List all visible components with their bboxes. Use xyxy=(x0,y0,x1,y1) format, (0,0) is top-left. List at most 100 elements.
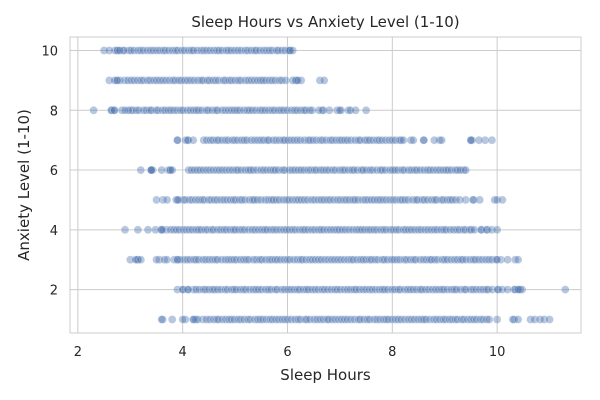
data-point xyxy=(385,195,395,205)
data-point xyxy=(162,255,172,264)
data-point xyxy=(365,315,374,324)
data-point xyxy=(363,195,373,205)
data-point xyxy=(442,195,452,205)
data-point xyxy=(469,285,478,294)
data-point xyxy=(419,165,429,175)
data-point xyxy=(257,225,267,235)
data-point xyxy=(146,165,156,175)
data-point xyxy=(359,165,368,175)
data-point xyxy=(415,255,425,264)
data-point xyxy=(428,285,437,294)
data-point xyxy=(331,165,340,175)
data-point xyxy=(147,106,156,115)
data-point xyxy=(279,195,288,205)
data-point xyxy=(120,76,129,85)
data-point xyxy=(435,135,444,145)
data-point xyxy=(288,165,297,175)
data-point xyxy=(410,315,419,324)
data-point xyxy=(178,285,187,294)
data-point xyxy=(285,225,294,235)
data-point xyxy=(458,255,467,264)
data-point xyxy=(179,225,188,235)
data-point xyxy=(230,135,240,145)
data-point xyxy=(466,285,475,294)
data-point xyxy=(296,315,305,324)
data-point xyxy=(303,225,313,235)
data-point xyxy=(406,135,416,145)
data-point xyxy=(211,76,220,85)
data-point xyxy=(213,225,223,235)
data-point xyxy=(283,285,293,294)
data-point xyxy=(475,195,484,205)
data-point xyxy=(176,106,185,115)
data-point xyxy=(480,135,490,145)
data-point xyxy=(427,225,436,235)
data-point xyxy=(474,255,484,264)
data-point xyxy=(224,255,233,264)
data-point xyxy=(256,165,266,175)
data-point xyxy=(478,255,487,264)
data-point xyxy=(151,225,160,235)
data-point xyxy=(183,76,192,85)
data-point xyxy=(239,285,248,294)
data-point xyxy=(273,255,282,264)
data-point xyxy=(419,135,428,145)
data-point xyxy=(513,315,523,324)
data-point xyxy=(226,225,235,235)
data-point xyxy=(349,285,359,294)
data-point xyxy=(242,255,251,264)
data-point xyxy=(196,165,205,175)
data-point xyxy=(409,255,418,264)
data-point xyxy=(276,255,285,264)
data-point xyxy=(457,315,466,324)
data-point xyxy=(254,225,263,235)
data-point xyxy=(437,195,446,205)
data-point xyxy=(240,135,249,145)
data-point xyxy=(492,225,502,235)
data-point xyxy=(157,225,166,235)
data-point xyxy=(384,315,393,324)
data-point xyxy=(288,225,297,235)
data-point xyxy=(230,46,240,55)
data-point xyxy=(331,135,341,145)
data-point xyxy=(469,315,479,324)
data-point xyxy=(437,135,446,145)
data-point xyxy=(445,195,455,205)
data-point xyxy=(503,285,512,294)
data-point xyxy=(356,255,365,264)
data-point xyxy=(270,255,280,264)
data-point xyxy=(436,225,446,235)
data-point xyxy=(379,315,388,324)
data-point xyxy=(211,106,221,115)
data-point xyxy=(326,135,335,145)
data-point xyxy=(492,255,502,264)
data-point xyxy=(465,255,475,264)
data-point xyxy=(307,285,317,294)
x-tick-label: 2 xyxy=(74,345,82,360)
data-point xyxy=(337,315,346,324)
data-point xyxy=(336,195,345,205)
data-point xyxy=(354,225,364,235)
data-point xyxy=(202,165,212,175)
data-point xyxy=(297,165,306,175)
data-point xyxy=(205,46,215,55)
data-point xyxy=(242,106,252,115)
data-point xyxy=(210,285,219,294)
data-point xyxy=(161,76,171,85)
data-point xyxy=(202,46,212,55)
data-point xyxy=(316,135,325,145)
data-point xyxy=(226,195,235,205)
data-point xyxy=(344,165,353,175)
data-point xyxy=(435,165,444,175)
data-point xyxy=(120,106,130,115)
data-point xyxy=(487,135,497,145)
data-point xyxy=(244,225,254,235)
data-point xyxy=(319,315,328,324)
data-point xyxy=(317,285,327,294)
data-point xyxy=(184,46,193,55)
data-point xyxy=(347,165,357,175)
data-point xyxy=(387,285,397,294)
data-point xyxy=(335,165,344,175)
data-point xyxy=(351,106,360,115)
data-point xyxy=(255,46,265,55)
